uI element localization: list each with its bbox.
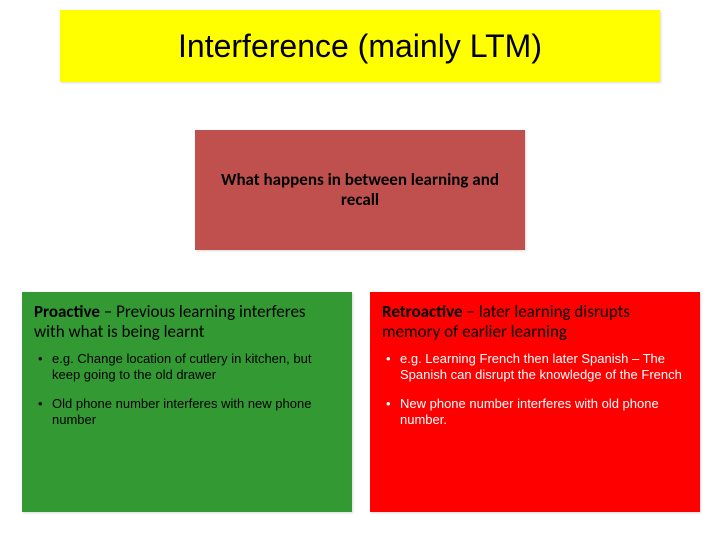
retroactive-bullets: e.g. Learning French then later Spanish …: [382, 351, 688, 427]
title-bar: Interference (mainly LTM): [60, 10, 660, 82]
proactive-heading: Proactive – Previous learning interferes…: [34, 302, 340, 341]
center-text: What happens in between learning and rec…: [203, 170, 517, 209]
proactive-panel: Proactive – Previous learning interferes…: [22, 292, 352, 512]
list-item: e.g. Learning French then later Spanish …: [386, 351, 688, 382]
center-box: What happens in between learning and rec…: [195, 130, 525, 250]
retroactive-heading: Retroactive – later learning disrupts me…: [382, 302, 688, 341]
list-item: Old phone number interferes with new pho…: [38, 396, 340, 427]
retroactive-term: Retroactive: [382, 301, 463, 322]
slide-title: Interference (mainly LTM): [178, 28, 542, 65]
list-item: e.g. Change location of cutlery in kitch…: [38, 351, 340, 382]
slide: Interference (mainly LTM) What happens i…: [0, 0, 720, 540]
retroactive-panel: Retroactive – later learning disrupts me…: [370, 292, 700, 512]
proactive-bullets: e.g. Change location of cutlery in kitch…: [34, 351, 340, 427]
proactive-term: Proactive: [34, 301, 100, 322]
list-item: New phone number interferes with old pho…: [386, 396, 688, 427]
